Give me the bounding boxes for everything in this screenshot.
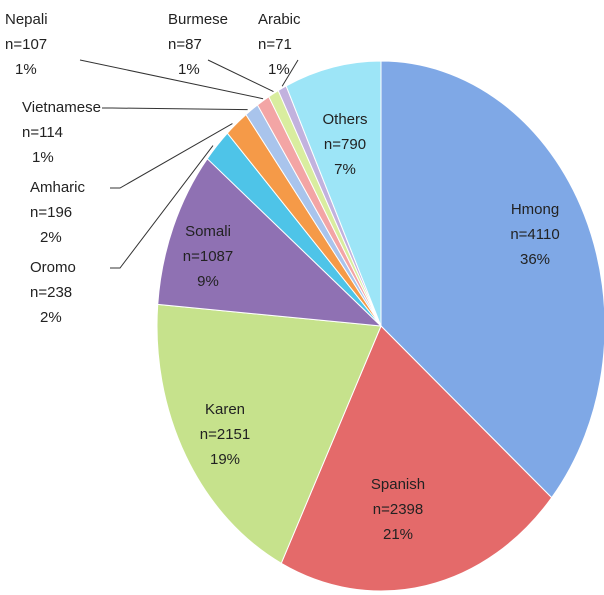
share-label: 19% bbox=[210, 451, 240, 468]
leader-line bbox=[79, 59, 264, 100]
category-label: Spanish bbox=[371, 476, 425, 493]
share-label: 1% bbox=[32, 149, 54, 166]
share-label: 1% bbox=[15, 61, 37, 78]
count-label: n=196 bbox=[30, 204, 72, 221]
count-label: n=107 bbox=[5, 36, 47, 53]
share-label: 36% bbox=[520, 251, 550, 268]
count-label: n=71 bbox=[258, 36, 292, 53]
pie-slice bbox=[157, 157, 383, 327]
share-label: 9% bbox=[197, 273, 219, 290]
pie-slice bbox=[380, 60, 604, 499]
count-label: n=4110 bbox=[510, 226, 559, 243]
category-label: Vietnamese bbox=[22, 99, 101, 116]
share-label: 2% bbox=[40, 229, 62, 246]
count-label: n=790 bbox=[324, 136, 366, 153]
leader-line bbox=[102, 107, 248, 111]
share-label: 1% bbox=[178, 61, 200, 78]
leader-line bbox=[207, 59, 274, 92]
category-label: Hmong bbox=[511, 201, 559, 218]
share-label: 7% bbox=[334, 161, 356, 178]
category-label: Oromo bbox=[30, 259, 76, 276]
category-label: Burmese bbox=[168, 11, 228, 28]
category-label: Nepali bbox=[5, 11, 48, 28]
pie-slice bbox=[156, 303, 382, 565]
category-label: Somali bbox=[185, 223, 231, 240]
category-label: Arabic bbox=[258, 11, 301, 28]
leader-line bbox=[281, 59, 299, 87]
category-label: Others bbox=[322, 111, 367, 128]
count-label: n=2151 bbox=[200, 426, 250, 443]
count-label: n=1087 bbox=[183, 248, 233, 265]
category-label: Karen bbox=[205, 401, 245, 418]
count-label: n=87 bbox=[168, 36, 202, 53]
leader-line bbox=[110, 123, 233, 189]
count-label: n=114 bbox=[22, 124, 63, 141]
count-label: n=238 bbox=[30, 284, 72, 301]
pie-slice bbox=[285, 60, 382, 327]
count-label: n=2398 bbox=[373, 501, 423, 518]
category-label: Amharic bbox=[30, 179, 86, 196]
share-label: 21% bbox=[383, 526, 413, 543]
leader-line bbox=[110, 145, 214, 269]
share-label: 1% bbox=[268, 61, 290, 78]
share-label: 2% bbox=[40, 309, 62, 326]
pie-slice bbox=[280, 325, 553, 592]
